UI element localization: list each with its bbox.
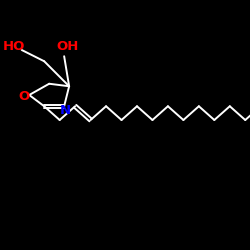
- Text: N: N: [60, 104, 71, 117]
- Text: HO: HO: [3, 40, 26, 53]
- Text: O: O: [18, 90, 30, 103]
- Text: OH: OH: [57, 40, 79, 53]
